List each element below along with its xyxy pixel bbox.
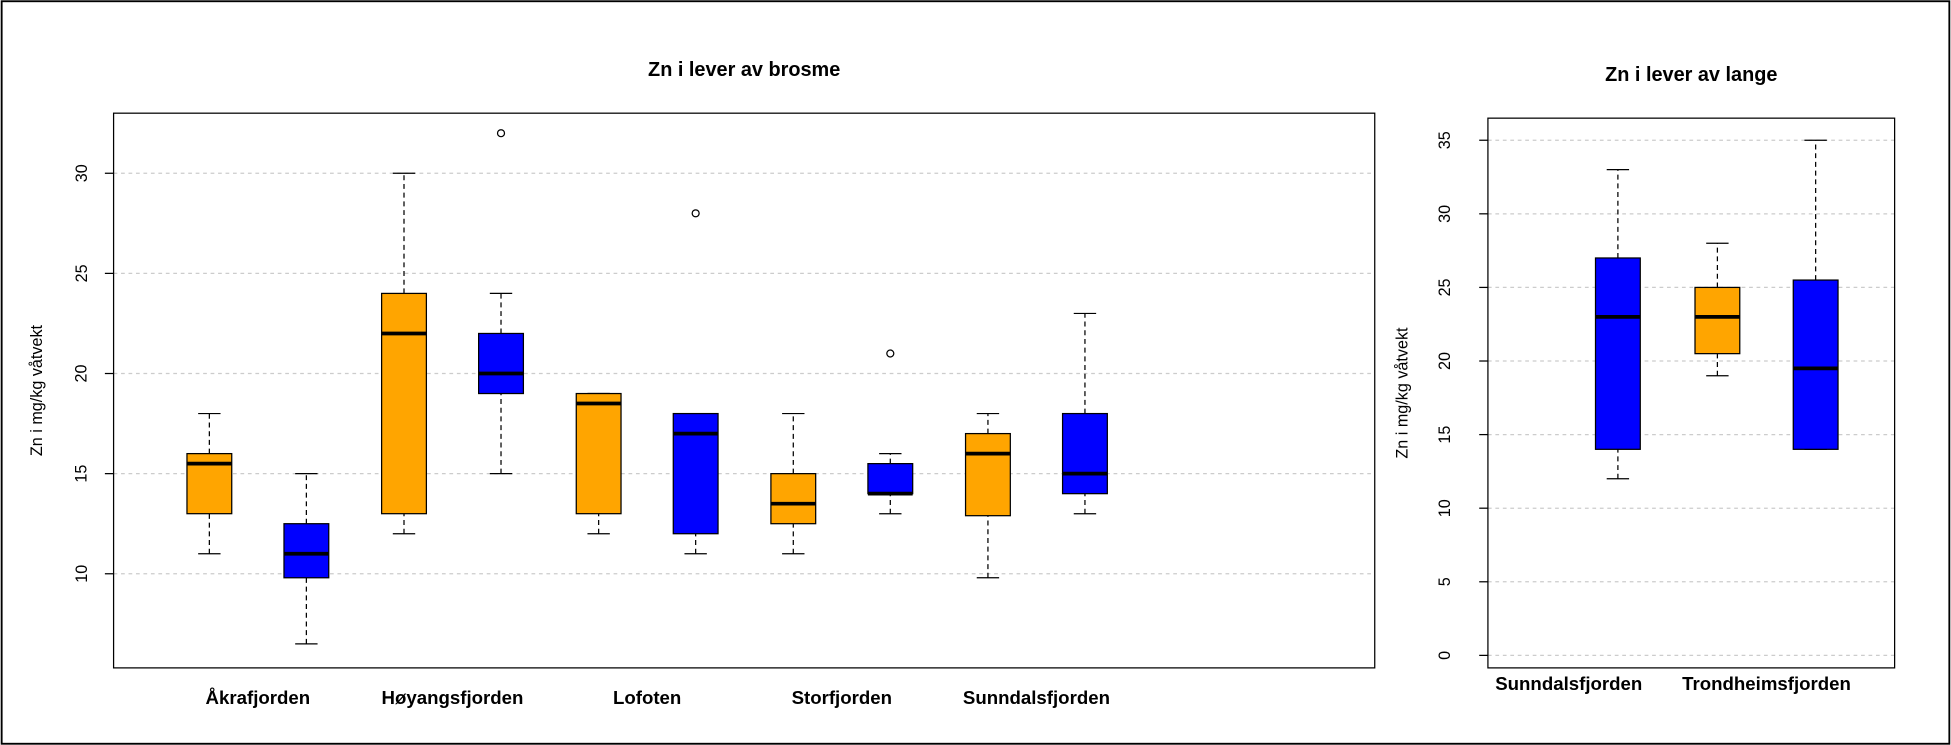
box: [867, 463, 914, 495]
chart-title: Zn i lever av brosme: [648, 59, 840, 81]
box-group: [186, 412, 233, 555]
y-tick-label: 5: [1436, 577, 1454, 586]
box-group: [964, 412, 1011, 579]
chart-title: Zn i lever av lange: [1605, 64, 1777, 86]
box: [380, 292, 428, 515]
box: [1694, 286, 1741, 355]
box: [770, 473, 817, 525]
box-group: [575, 392, 622, 535]
box: [478, 332, 525, 395]
x-tick-label: Åkrafjorden: [206, 687, 311, 708]
x-tick-label: Lofoten: [613, 687, 681, 708]
box: [1594, 257, 1641, 450]
box: [283, 523, 330, 579]
box-group: [770, 412, 817, 555]
box-group: [478, 129, 525, 475]
y-tick-label: 15: [73, 465, 91, 483]
box-group: [380, 172, 428, 535]
y-tick-label: 10: [73, 565, 91, 583]
plot-frame: [1487, 117, 1896, 669]
plot-frame: [112, 112, 1376, 669]
y-axis-label: Zn i mg/kg våtvekt: [28, 324, 46, 456]
y-tick-label: 30: [1436, 205, 1454, 223]
box: [964, 432, 1011, 517]
y-tick-label: 25: [1436, 278, 1454, 296]
box-group: [1694, 242, 1741, 377]
y-axis-label: Zn i mg/kg våtvekt: [1394, 327, 1412, 459]
box-group: [672, 209, 719, 555]
outlier: [691, 209, 700, 218]
y-tick-label: 20: [1436, 352, 1454, 370]
box: [672, 412, 719, 535]
outlier: [496, 129, 506, 138]
box: [1061, 412, 1108, 495]
x-tick-label: Sunndalsfjorden: [963, 687, 1110, 708]
y-tick-label: 20: [73, 365, 91, 383]
x-tick-label: Storfjorden: [792, 687, 892, 708]
x-tick-label: Høyangsfjorden: [382, 687, 524, 708]
box: [1792, 279, 1839, 450]
box-group: [1792, 139, 1839, 450]
x-tick-label: Sunndalsfjorden: [1495, 673, 1642, 694]
y-tick-label: 10: [1436, 499, 1454, 517]
x-tick-label: Trondheimsfjorden: [1682, 673, 1851, 694]
box-group: [867, 349, 914, 515]
box: [575, 392, 622, 515]
outlier: [886, 349, 895, 358]
y-tick-label: 25: [73, 264, 91, 282]
box-group: [283, 473, 330, 645]
y-tick-label: 15: [1436, 426, 1454, 444]
box-group: [1594, 169, 1641, 480]
y-tick-label: 30: [73, 164, 91, 182]
box-group: [1061, 312, 1108, 515]
y-tick-label: 35: [1436, 131, 1454, 149]
y-tick-label: 0: [1436, 651, 1454, 660]
